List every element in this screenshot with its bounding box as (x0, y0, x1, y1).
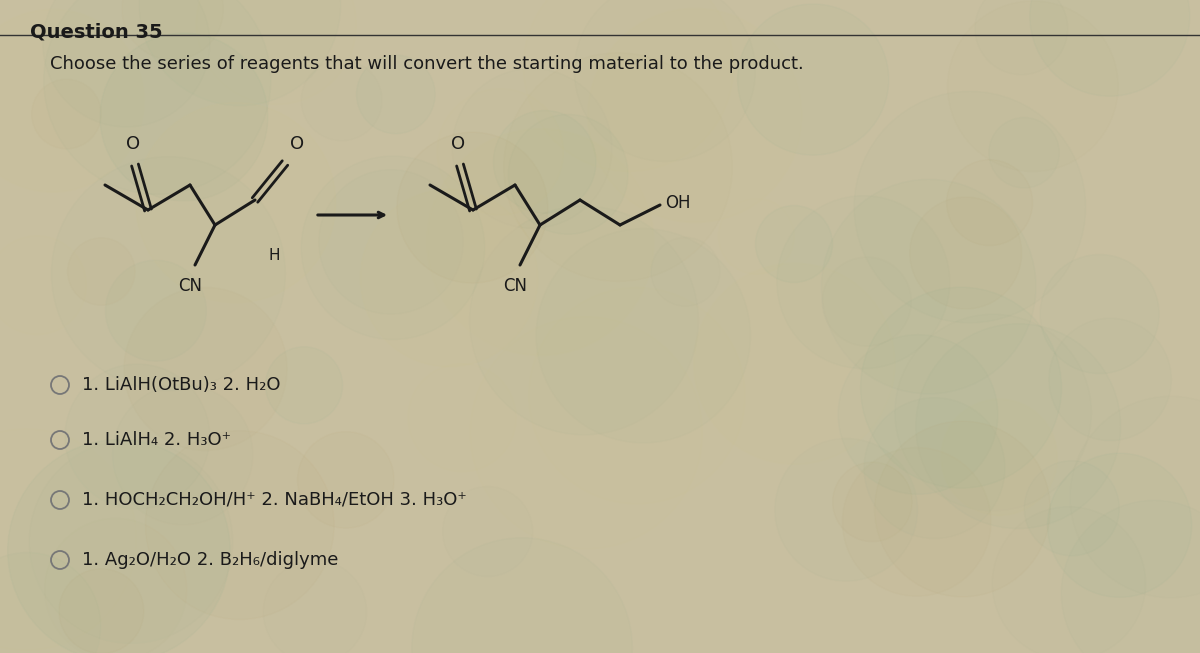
Text: Question 35: Question 35 (30, 22, 163, 41)
Circle shape (916, 324, 1121, 528)
Circle shape (265, 347, 343, 424)
Text: 1. LiAlH₄ 2. H₃O⁺: 1. LiAlH₄ 2. H₃O⁺ (82, 431, 230, 449)
Circle shape (536, 229, 750, 443)
Text: O: O (126, 135, 140, 153)
Circle shape (100, 33, 268, 201)
Circle shape (1048, 453, 1192, 597)
Circle shape (738, 4, 889, 155)
Circle shape (822, 180, 1036, 394)
Circle shape (775, 439, 918, 581)
Circle shape (106, 260, 206, 361)
Circle shape (52, 157, 286, 390)
Circle shape (136, 103, 336, 302)
Text: 1. Ag₂O/H₂O 2. B₂H₆/diglyme: 1. Ag₂O/H₂O 2. B₂H₆/diglyme (82, 551, 338, 569)
Text: CN: CN (178, 277, 202, 295)
Text: O: O (451, 135, 466, 153)
Circle shape (910, 197, 1021, 309)
Circle shape (0, 9, 144, 192)
Circle shape (493, 110, 596, 213)
Circle shape (842, 447, 991, 596)
Circle shape (588, 8, 802, 223)
Circle shape (529, 287, 745, 504)
Circle shape (756, 206, 833, 283)
Circle shape (360, 189, 538, 367)
Circle shape (509, 114, 628, 234)
Circle shape (0, 552, 101, 653)
Text: CN: CN (503, 277, 527, 295)
Circle shape (124, 287, 287, 451)
Circle shape (875, 421, 1050, 597)
Circle shape (1049, 318, 1171, 441)
Circle shape (0, 236, 86, 334)
Circle shape (947, 160, 1032, 246)
Circle shape (860, 287, 1062, 488)
Circle shape (397, 133, 547, 283)
Circle shape (1040, 255, 1159, 374)
Circle shape (59, 569, 144, 653)
Text: OH: OH (665, 194, 690, 212)
Text: O: O (290, 135, 304, 153)
Circle shape (1025, 461, 1120, 556)
Circle shape (412, 538, 632, 653)
Circle shape (298, 432, 394, 528)
Circle shape (833, 462, 912, 541)
Circle shape (356, 55, 436, 134)
Text: Choose the series of reagents that will convert the starting material to the pro: Choose the series of reagents that will … (50, 55, 804, 73)
Text: H: H (268, 248, 280, 263)
Circle shape (822, 257, 911, 346)
Circle shape (65, 364, 210, 509)
Circle shape (776, 196, 950, 368)
Circle shape (145, 431, 334, 620)
Circle shape (469, 206, 698, 435)
Circle shape (67, 238, 136, 305)
Circle shape (694, 263, 895, 464)
Circle shape (427, 129, 654, 355)
Circle shape (31, 79, 101, 149)
Circle shape (1030, 0, 1189, 96)
Circle shape (7, 439, 230, 653)
Circle shape (139, 0, 341, 106)
Circle shape (838, 334, 998, 494)
Text: 1. HOCH₂CH₂OH/H⁺ 2. NaBH₄/EtOH 3. H₃O⁺: 1. HOCH₂CH₂OH/H⁺ 2. NaBH₄/EtOH 3. H₃O⁺ (82, 491, 467, 509)
Text: 1. LiAlH(OtBu)₃ 2. H₂O: 1. LiAlH(OtBu)₃ 2. H₂O (82, 376, 281, 394)
Circle shape (941, 399, 1057, 515)
